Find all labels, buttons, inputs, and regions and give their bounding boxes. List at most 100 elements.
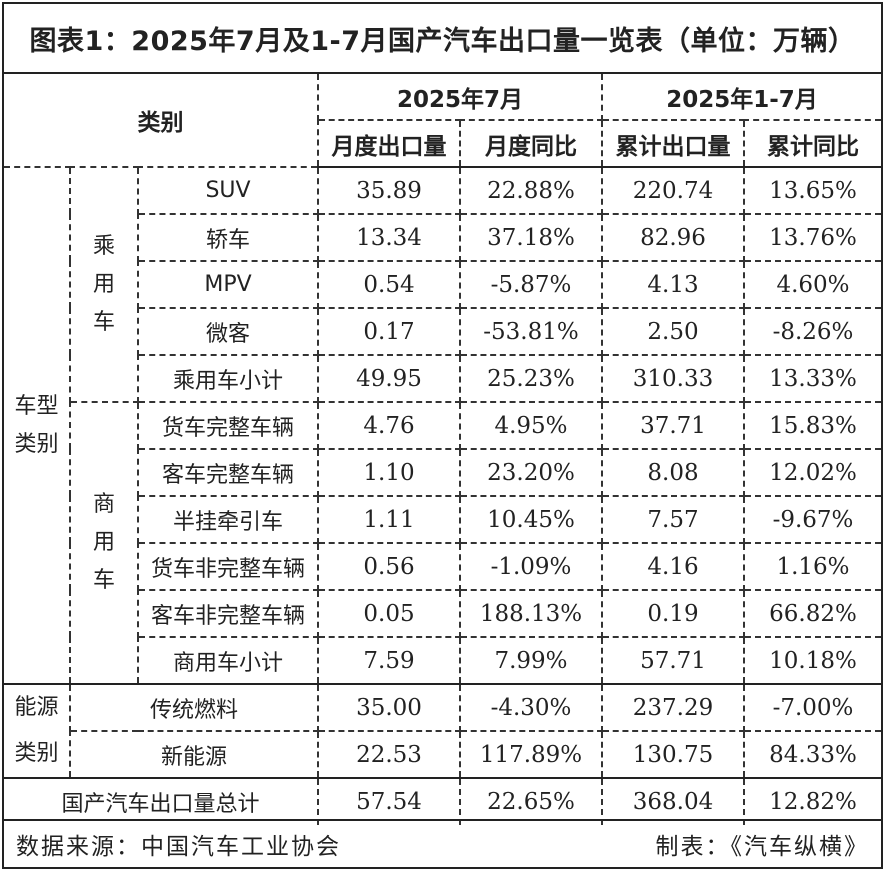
cell-monthly-yoy: -53.81% <box>459 307 603 356</box>
cell-cum-export: 0.19 <box>601 589 745 638</box>
cell-cum-yoy: 13.76% <box>743 213 881 262</box>
row-label: 货车完整车辆 <box>137 401 319 450</box>
cell-cum-export: 8.08 <box>601 448 745 497</box>
group-passenger: 乘 用 车 <box>69 166 139 403</box>
table-row: 轿车 13.34 37.18% 82.96 13.76% <box>4 213 881 262</box>
cell-cum-yoy: -8.26% <box>743 307 881 356</box>
header-cum-yoy: 累计同比 <box>743 119 881 168</box>
cell-cum-yoy: 10.18% <box>743 636 881 685</box>
row-label: MPV <box>138 260 319 309</box>
cell-cum-export: 310.33 <box>601 354 745 403</box>
cell-cum-yoy: -7.00% <box>743 683 881 732</box>
row-label: 微客 <box>138 307 319 356</box>
cell-monthly-export: 49.95 <box>317 354 461 403</box>
cell-monthly-export: 0.56 <box>317 542 461 591</box>
table-row: 客车完整车辆 1.10 23.20% 8.08 12.02% <box>4 448 881 497</box>
cell-cum-export: 4.13 <box>601 260 745 309</box>
cell-monthly-export: 1.10 <box>317 448 461 497</box>
table-row: 微客 0.17 -53.81% 2.50 -8.26% <box>4 307 881 356</box>
cell-monthly-export: 0.05 <box>317 589 461 638</box>
cell-cum-export: 2.50 <box>601 307 745 356</box>
cell-cum-export: 220.74 <box>601 166 745 215</box>
cell-cum-export: 82.96 <box>601 213 745 262</box>
table-title: 图表1：2025年7月及1-7月国产汽车出口量一览表（单位：万辆） <box>4 4 881 74</box>
row-label: 半挂牵引车 <box>138 495 319 544</box>
cell-monthly-export: 0.54 <box>317 260 461 309</box>
cell-monthly-yoy: 25.23% <box>459 354 603 403</box>
row-label: 客车完整车辆 <box>138 448 319 497</box>
data-source-note: 数据来源：中国汽车工业协会 <box>16 834 341 860</box>
table-row: 半挂牵引车 1.11 10.45% 7.57 -9.67% <box>4 495 881 544</box>
table-row: 货车非完整车辆 0.56 -1.09% 4.16 1.16% <box>4 542 881 591</box>
row-label: SUV <box>137 166 319 215</box>
cell-cum-export: 57.71 <box>601 636 745 685</box>
cell-monthly-export: 35.89 <box>317 166 461 215</box>
header-period-cumulative: 2025年1-7月 <box>601 74 881 121</box>
group-commercial: 商 用 车 <box>70 401 139 685</box>
cell-monthly-yoy: 117.89% <box>459 730 603 779</box>
row-label: 货车非完整车辆 <box>138 542 319 591</box>
table-row: 乘用车小计 49.95 25.23% 310.33 13.33% <box>4 354 881 403</box>
cell-monthly-export: 0.17 <box>317 307 461 356</box>
cell-cum-export: 4.16 <box>601 542 745 591</box>
cell-cum-yoy: 4.60% <box>743 260 881 309</box>
header-monthly-yoy: 月度同比 <box>459 119 603 168</box>
table-row: 车型 类别 乘 用 车 SUV 35.89 22.88% 220.74 13.6… <box>4 166 881 685</box>
header-period-monthly: 2025年7月 <box>317 74 603 121</box>
cell-cum-yoy: 84.33% <box>743 730 881 779</box>
cell-monthly-yoy: 7.99% <box>459 636 603 685</box>
cell-monthly-export: 7.59 <box>317 636 461 685</box>
cell-cum-yoy: 12.82% <box>743 777 881 825</box>
cell-cum-yoy: 13.65% <box>743 166 881 215</box>
cell-cum-yoy: 15.83% <box>743 401 881 450</box>
row-label-total: 国产汽车出口量总计 <box>4 777 319 825</box>
cell-cum-yoy: 12.02% <box>743 448 881 497</box>
table-row: 客车非完整车辆 0.05 188.13% 0.19 66.82% <box>4 589 881 638</box>
cell-cum-yoy: -9.67% <box>743 495 881 544</box>
group-vehicle-type: 车型 类别 <box>4 166 71 685</box>
cell-monthly-yoy: 22.88% <box>459 166 603 215</box>
cell-monthly-yoy: 188.13% <box>459 589 603 638</box>
cell-monthly-yoy: 22.65% <box>459 777 603 825</box>
table-maker-note: 制表：《汽车纵横》 <box>655 834 869 860</box>
table-row: 商 用 车 货车完整车辆 4.76 4.95% 37.71 15.83% <box>4 401 881 685</box>
cell-cum-export: 130.75 <box>601 730 745 779</box>
cell-cum-export: 368.04 <box>601 777 745 825</box>
cell-monthly-yoy: 23.20% <box>459 448 603 497</box>
row-label: 商用车小计 <box>138 636 319 685</box>
export-table: 类别 2025年7月 2025年1-7月 月度出口量 月度同比 累计出口量 累计… <box>4 74 881 825</box>
header-row-periods: 类别 2025年7月 2025年1-7月 <box>4 74 881 168</box>
table-row-total: 国产汽车出口量总计 57.54 22.65% 368.04 12.82% <box>4 777 881 825</box>
cell-monthly-yoy: 4.95% <box>459 401 603 450</box>
cell-monthly-export: 13.34 <box>317 213 461 262</box>
table-footer: 数据来源：中国汽车工业协会 制表：《汽车纵横》 <box>4 819 881 867</box>
cell-cum-export: 7.57 <box>601 495 745 544</box>
cell-monthly-export: 35.00 <box>317 683 461 732</box>
cell-cum-yoy: 13.33% <box>743 354 881 403</box>
cell-cum-yoy: 66.82% <box>743 589 881 638</box>
header-cum-export: 累计出口量 <box>601 119 745 168</box>
table-row: 商用车小计 7.59 7.99% 57.71 10.18% <box>4 636 881 685</box>
row-label: 新能源 <box>70 730 319 779</box>
table-row: 能源 类别 传统燃料 35.00 -4.30% 237.29 -7.00% <box>4 683 881 779</box>
cell-monthly-export: 22.53 <box>317 730 461 779</box>
group-energy-type: 能源 类别 <box>4 683 71 779</box>
cell-cum-yoy: 1.16% <box>743 542 881 591</box>
cell-monthly-yoy: 10.45% <box>459 495 603 544</box>
table-row: 新能源 22.53 117.89% 130.75 84.33% <box>4 730 881 779</box>
cell-monthly-yoy: -5.87% <box>459 260 603 309</box>
row-label: 轿车 <box>138 213 319 262</box>
row-label: 客车非完整车辆 <box>138 589 319 638</box>
cell-monthly-export: 4.76 <box>317 401 461 450</box>
cell-monthly-yoy: 37.18% <box>459 213 603 262</box>
cell-monthly-yoy: -1.09% <box>459 542 603 591</box>
table-row: MPV 0.54 -5.87% 4.13 4.60% <box>4 260 881 309</box>
row-label: 乘用车小计 <box>138 354 319 403</box>
cell-cum-export: 237.29 <box>601 683 745 732</box>
cell-monthly-export: 57.54 <box>317 777 461 825</box>
cell-cum-export: 37.71 <box>601 401 745 450</box>
header-category: 类别 <box>4 74 319 168</box>
cell-monthly-yoy: -4.30% <box>459 683 603 732</box>
header-monthly-export: 月度出口量 <box>318 119 461 168</box>
